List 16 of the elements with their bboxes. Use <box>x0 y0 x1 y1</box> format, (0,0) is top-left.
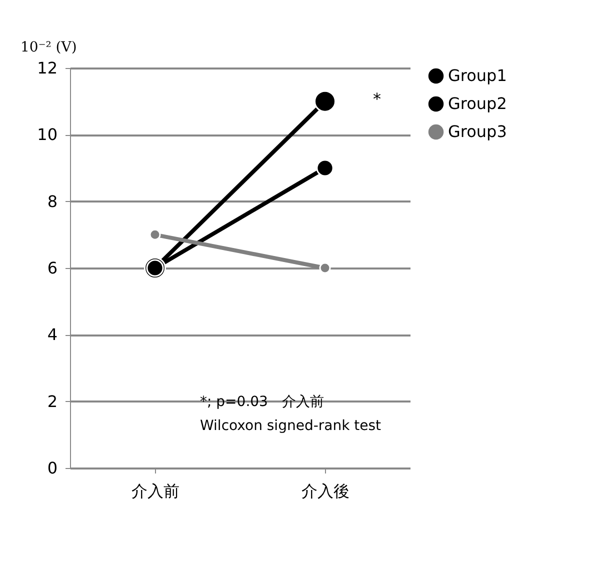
legend-label: Group1 <box>448 66 507 85</box>
x-tick-label: 介入前 <box>132 482 180 500</box>
annotation: *; p=0.03 介入前 <box>200 394 324 410</box>
y-tick-label: 2 <box>47 392 58 411</box>
y-tick-label: 10 <box>37 125 58 144</box>
y-tick-label: 8 <box>47 192 58 211</box>
y-tick-label: 6 <box>47 258 58 278</box>
annotation: * <box>373 89 381 108</box>
legend-label: Group3 <box>448 122 507 141</box>
legend-label: Group2 <box>448 94 507 113</box>
y-tick-label: 12 <box>37 58 58 78</box>
y-tick-label: 4 <box>47 325 58 344</box>
y-axis-title: 10⁻² (V) <box>20 40 77 56</box>
x-tick-label: 介入後 <box>302 482 350 500</box>
y-tick-label: 0 <box>47 458 58 478</box>
annotation: Wilcoxon signed-rank test <box>200 418 382 434</box>
